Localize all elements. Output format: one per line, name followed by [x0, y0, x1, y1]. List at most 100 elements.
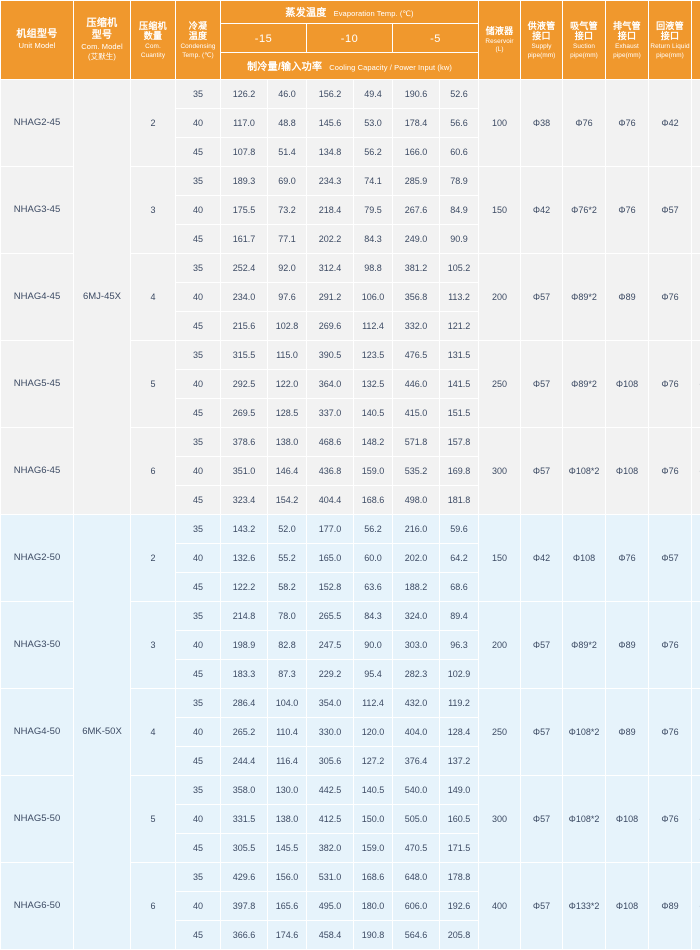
cell-supply-pipe: Φ57 [521, 776, 563, 862]
cell-power-minus15: 58.2 [268, 573, 306, 601]
table-row: 40 175.5 73.2 218.4 79.5 267.6 84.9 [1, 196, 700, 224]
cell-dimension: 4850x1200x1750 [692, 863, 700, 949]
table-header: 机组型号 Unit Model 压缩机 型号 Com. Model (艾默生) … [1, 1, 700, 79]
cell-capacity-minus5: 285.9 [393, 167, 439, 195]
cell-power-minus5: 89.4 [440, 602, 479, 630]
cell-unit-model: NHAG6-50 [1, 863, 73, 949]
cell-power-minus5: 60.6 [440, 138, 479, 166]
table-row: NHAG4-50 4 35 286.4 104.0 354.0 112.4 432.0 119.… [1, 689, 700, 775]
cell-capacity-minus10: 291.2 [307, 283, 353, 311]
cell-capacity-minus5: 571.8 [393, 428, 439, 456]
cell-capacity-minus10: 412.5 [307, 805, 353, 833]
cell-power-minus5: 169.8 [440, 457, 479, 485]
header-return-pipe-en: Return Liquid [650, 43, 690, 51]
header-cooling-capacity-cn: 制冷量/输入功率 [247, 61, 323, 73]
header-condensing-temp-cn2: 温度 [188, 31, 208, 42]
cell-capacity-minus5: 415.0 [393, 399, 439, 427]
cell-power-minus15: 87.3 [268, 660, 306, 688]
cell-com-quantity: 3 [131, 602, 175, 688]
table-body: NHAG2-45 6MJ-45X 2 35 126.2 46.0 156.2 49.4 190.… [1, 80, 700, 949]
cell-power-minus10: 106.0 [354, 283, 392, 311]
cell-com-quantity: 2 [131, 515, 175, 601]
cell-capacity-minus10: 458.4 [307, 921, 353, 949]
cell-unit-model: NHAG5-50 [1, 776, 73, 862]
cell-capacity-minus5: 381.2 [393, 254, 439, 282]
cell-power-minus15: 146.4 [268, 457, 306, 485]
table-row: 40 265.2 110.4 330.0 120.0 404.0 128.4 [1, 718, 700, 746]
cell-capacity-minus15: 234.0 [221, 283, 267, 311]
cell-capacity-minus5: 404.0 [393, 718, 439, 746]
table-row: 40 292.5 122.0 364.0 132.5 446.0 141.5 [1, 370, 700, 398]
cell-power-minus15: 51.4 [268, 138, 306, 166]
header-return-pipe-cn2: 接口 [660, 31, 680, 42]
cell-capacity-minus15: 269.5 [221, 399, 267, 427]
cell-capacity-minus5: 540.0 [393, 776, 439, 804]
cell-exhaust-pipe: Φ89 [606, 254, 649, 340]
table-row: 40 198.9 82.8 247.5 90.0 303.0 96.3 [1, 631, 700, 659]
cell-capacity-minus10: 312.4 [307, 254, 353, 282]
cell-capacity-minus5: 332.0 [393, 312, 439, 340]
header-dimension-cn: 外形尺寸 [692, 24, 700, 36]
cell-reservoir: 400 [479, 863, 521, 949]
cell-power-minus5: 205.8 [440, 921, 479, 949]
cell-unit-model: NHAG4-45 [1, 254, 73, 340]
header-suction-pipe-cn: 吸气管 [570, 20, 598, 31]
cell-capacity-minus10: 156.2 [307, 80, 353, 108]
cell-condensing-temp: 40 [176, 805, 220, 833]
cell-capacity-minus15: 252.4 [221, 254, 267, 282]
cell-capacity-minus5: 249.0 [393, 225, 439, 253]
cell-power-minus10: 159.0 [354, 834, 392, 862]
cell-dimension: 2880x1200x1650 [692, 167, 700, 253]
cell-return-pipe: Φ76 [649, 602, 692, 688]
header-exhaust-pipe-en2: pipe(mm) [613, 51, 641, 59]
cell-capacity-minus10: 354.0 [307, 689, 353, 717]
cell-unit-model: NHAG3-50 [1, 602, 73, 688]
cell-capacity-minus5: 648.0 [393, 863, 439, 891]
cell-capacity-minus10: 234.3 [307, 167, 353, 195]
cell-suction-pipe: Φ108 [563, 515, 606, 601]
cell-condensing-temp: 35 [176, 689, 220, 717]
cell-condensing-temp: 45 [176, 312, 220, 340]
cell-power-minus5: 84.9 [440, 196, 479, 224]
cell-capacity-minus5: 188.2 [393, 573, 439, 601]
cell-exhaust-pipe: Φ108 [606, 428, 649, 514]
cell-power-minus5: 192.6 [440, 892, 479, 920]
cell-capacity-minus15: 122.2 [221, 573, 267, 601]
cell-power-minus15: 92.0 [268, 254, 306, 282]
cell-power-minus15: 174.6 [268, 921, 306, 949]
cell-power-minus15: 97.6 [268, 283, 306, 311]
cell-power-minus15: 110.4 [268, 718, 306, 746]
cell-power-minus10: 132.5 [354, 370, 392, 398]
cell-power-minus10: 112.4 [354, 689, 392, 717]
cell-return-pipe: Φ57 [649, 167, 692, 253]
cell-power-minus5: 121.2 [440, 312, 479, 340]
header-evaporation-temp-cn: 蒸发温度 [285, 7, 327, 19]
header-condensing-temp-cn: 冷凝 [188, 20, 208, 31]
cell-capacity-minus10: 152.8 [307, 573, 353, 601]
table-row: NHAG5-50 5 35 358.0 130.0 442.5 140.5 540.0 149.… [1, 776, 700, 862]
cell-return-pipe: Φ57 [649, 515, 692, 601]
cell-power-minus10: 84.3 [354, 602, 392, 630]
cell-dimension: 2250x1200x1650 [692, 80, 700, 166]
header-dimension-en2: (L×W×H） [692, 47, 700, 56]
cell-power-minus15: 115.0 [268, 341, 306, 369]
header-suction-pipe-en: Suction [573, 43, 596, 51]
cell-condensing-temp: 35 [176, 167, 220, 195]
cell-power-minus5: 119.2 [440, 689, 479, 717]
header-unit-model: 机组型号 Unit Model [1, 1, 73, 79]
cell-power-minus10: 140.5 [354, 776, 392, 804]
cell-capacity-minus10: 382.0 [307, 834, 353, 862]
cell-power-minus5: 78.9 [440, 167, 479, 195]
cell-capacity-minus5: 606.0 [393, 892, 439, 920]
cell-exhaust-pipe: Φ108 [606, 863, 649, 949]
cell-capacity-minus15: 351.0 [221, 457, 267, 485]
cell-power-minus10: 79.5 [354, 196, 392, 224]
cell-capacity-minus10: 390.5 [307, 341, 353, 369]
cell-power-minus15: 156.0 [268, 863, 306, 891]
cell-power-minus5: 59.6 [440, 515, 479, 543]
cell-condensing-temp: 35 [176, 254, 220, 282]
cell-capacity-minus10: 265.5 [307, 602, 353, 630]
cell-supply-pipe: Φ38 [521, 80, 563, 166]
cell-power-minus10: 148.2 [354, 428, 392, 456]
cell-power-minus10: 98.8 [354, 254, 392, 282]
